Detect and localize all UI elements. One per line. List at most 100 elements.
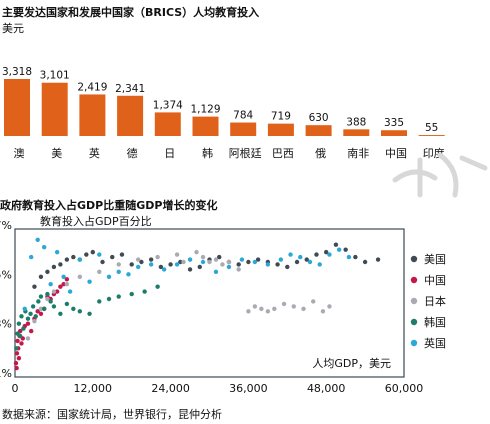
point-3-17: [58, 311, 63, 316]
point-0-28: [275, 262, 280, 267]
point-1-11: [25, 321, 31, 326]
bar-category-label-2: 英: [89, 146, 100, 160]
point-1-8: [19, 341, 24, 346]
point-0-37: [362, 259, 368, 265]
point-0-9: [90, 249, 96, 255]
point-3-20: [77, 309, 83, 314]
bar-category-label-9: 南非: [347, 147, 369, 160]
point-1-23: [64, 277, 70, 282]
point-2-12: [181, 259, 186, 265]
bar-category-label-7: 巴西: [272, 147, 294, 160]
bar-value-label-4: 1,374: [153, 99, 183, 111]
point-0-8: [84, 252, 89, 257]
point-4-27: [298, 254, 303, 260]
point-3-12: [38, 294, 44, 299]
point-4-26: [288, 252, 293, 257]
point-1-22: [61, 282, 66, 287]
bar-0: [4, 79, 30, 136]
point-2-11: [174, 252, 180, 257]
point-2-5: [64, 282, 70, 287]
point-2-7: [97, 269, 102, 275]
point-3-13: [41, 306, 47, 312]
point-4-14: [135, 264, 141, 270]
point-4-9: [87, 279, 92, 284]
point-0-38: [375, 257, 381, 262]
point-0-2: [45, 269, 50, 275]
bar-value-label-5: 1,129: [190, 104, 220, 116]
bars-layer: 3,318 澳 3,101 美 2,419 英 2,341 德 1,374 日 1,129 韩 784 阿…: [2, 66, 445, 160]
point-2-4: [51, 289, 57, 294]
bar-10: [381, 130, 407, 136]
point-0-20: [197, 264, 202, 270]
point-2-22: [252, 304, 258, 309]
point-2-2: [38, 306, 44, 312]
point-0-19: [187, 267, 193, 272]
point-2-10: [155, 254, 160, 260]
point-0-32: [314, 252, 319, 257]
point-2-23: [259, 306, 264, 312]
point-3-26: [142, 289, 147, 294]
point-4-1: [29, 254, 34, 260]
legend-label-0: 美国: [424, 253, 446, 266]
point-0-0: [32, 284, 37, 289]
point-3-5: [21, 326, 26, 331]
y-tick-label-0: 1%: [0, 367, 12, 380]
point-2-31: [327, 304, 332, 309]
point-0-30: [294, 259, 300, 265]
point-2-3: [45, 296, 50, 302]
point-2-14: [194, 249, 199, 255]
bar-chart: 3,318 澳 3,101 美 2,419 英 2,341 德 1,374 日 1,129 韩 784 阿…: [2, 66, 445, 160]
point-0-31: [304, 257, 309, 262]
point-0-15: [148, 257, 154, 262]
bar-value-label-0: 3,318: [2, 66, 32, 78]
point-4-22: [239, 257, 245, 262]
scatter-chart-unit: 教育投入占GDP百分比: [40, 215, 152, 228]
point-2-28: [301, 306, 306, 312]
bar-1: [41, 82, 68, 136]
point-0-5: [64, 257, 70, 262]
point-2-0: [25, 336, 31, 341]
bar-chart-title: 主要发达国家和发展中国家（BRICS）人均教育投入: [2, 6, 260, 19]
point-0-10: [100, 259, 105, 265]
point-3-16: [51, 304, 57, 309]
point-4-6: [61, 274, 66, 279]
point-0-14: [139, 259, 144, 265]
point-3-4: [19, 314, 24, 319]
bar-5: [192, 116, 219, 136]
point-2-29: [311, 299, 316, 304]
legend-marker-3: [410, 318, 418, 326]
point-4-30: [327, 252, 332, 257]
point-0-16: [158, 264, 164, 270]
x-tick-label-2: 24,000: [151, 382, 190, 395]
bar-2: [79, 94, 106, 136]
legend-marker-1: [410, 276, 418, 284]
point-2-9: [135, 257, 141, 262]
point-3-8: [28, 311, 33, 316]
legend-label-3: 韩国: [424, 315, 446, 329]
scatter-chart-title: 政府教育投入占GDP比重随GDP增长的变化: [0, 199, 218, 212]
point-2-24: [265, 309, 271, 314]
bar-chart-unit: 美元: [2, 22, 24, 35]
point-1-0: [13, 360, 19, 366]
point-4-29: [317, 262, 322, 267]
point-3-3: [17, 333, 23, 339]
point-2-18: [220, 262, 225, 267]
point-1-15: [38, 311, 44, 316]
point-0-17: [168, 262, 173, 267]
point-4-8: [77, 257, 83, 262]
bar-value-label-3: 2,341: [115, 83, 145, 95]
point-0-1: [38, 274, 44, 279]
point-4-11: [106, 274, 112, 279]
point-3-7: [25, 316, 31, 321]
bar-value-label-6: 784: [233, 110, 253, 122]
x-tick-label-0: 0: [12, 382, 19, 395]
point-2-19: [226, 259, 232, 265]
point-3-11: [36, 299, 41, 304]
point-4-13: [126, 272, 131, 277]
point-2-20: [236, 267, 241, 272]
bar-11: [418, 135, 445, 136]
bar-category-label-4: 日: [164, 147, 175, 160]
point-2-17: [213, 257, 219, 262]
point-0-34: [333, 242, 339, 247]
point-4-31: [336, 247, 342, 252]
